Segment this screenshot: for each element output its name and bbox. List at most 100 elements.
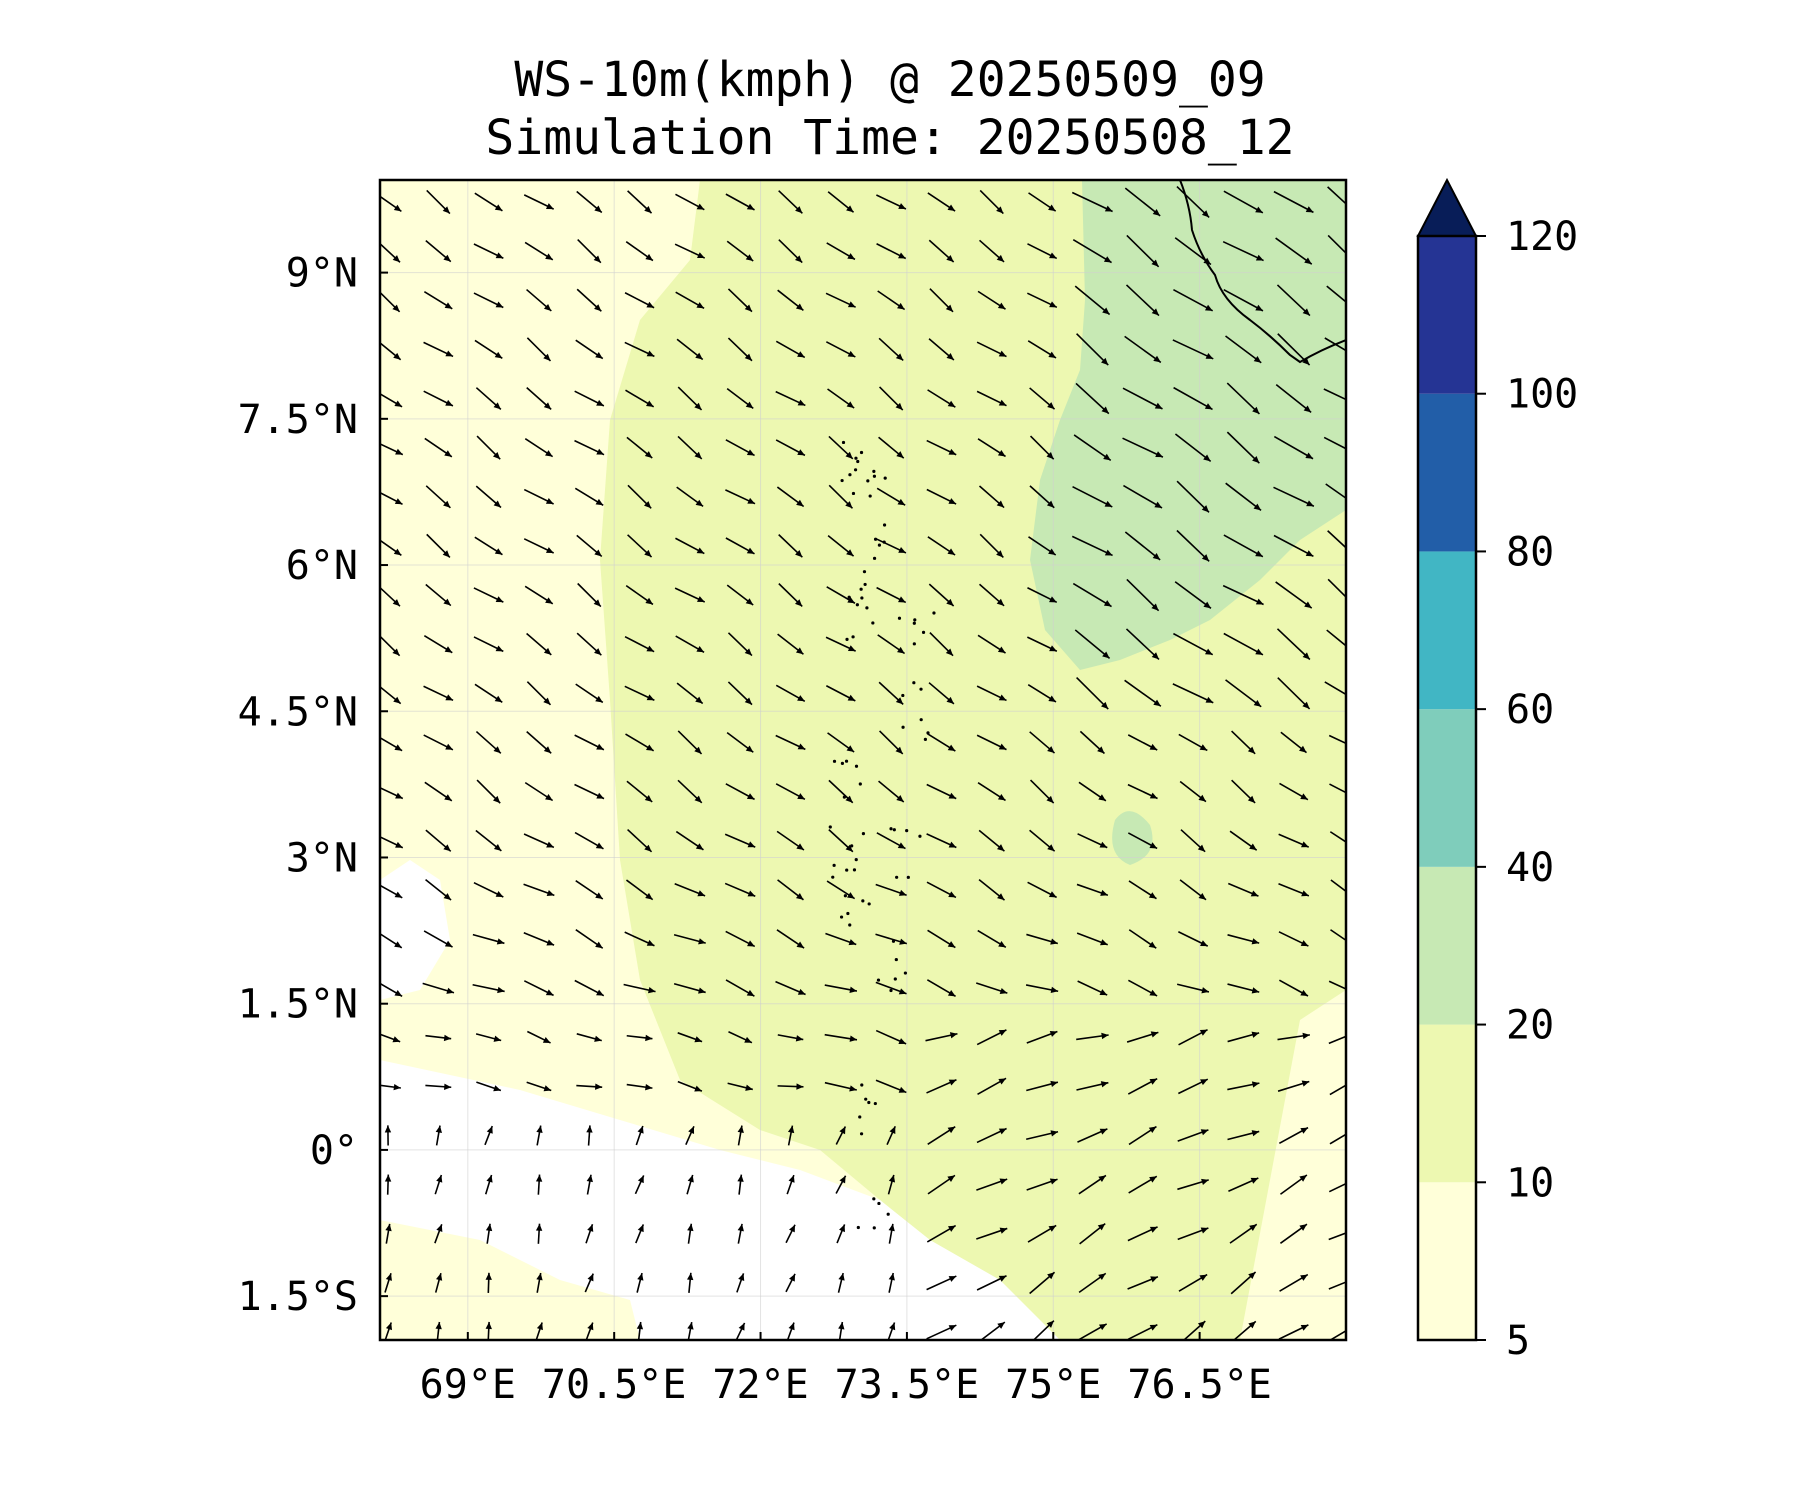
wind-vector	[777, 633, 804, 655]
wind-vector	[524, 241, 554, 261]
wind-vector	[1329, 1133, 1346, 1145]
wind-vector	[725, 783, 755, 801]
wind-vector	[1278, 833, 1310, 848]
wind-vector	[1174, 581, 1212, 609]
island-dot	[855, 603, 859, 607]
island-dot	[865, 606, 869, 610]
wind-vector	[523, 980, 554, 997]
low-wind-region-south	[380, 1060, 1060, 1340]
island-dot	[913, 618, 917, 622]
wind-vector	[634, 1175, 645, 1195]
wind-vector	[380, 982, 403, 997]
wind-vector	[472, 983, 505, 994]
island-dot	[846, 911, 850, 916]
wind-vector	[1273, 190, 1314, 214]
wind-vector	[626, 1034, 653, 1042]
wind-vector	[878, 780, 905, 803]
lon-label: 72°E	[712, 1362, 808, 1408]
wind-vector	[928, 682, 955, 705]
wind-vector	[977, 782, 1006, 802]
wind-vector	[1076, 932, 1108, 946]
wind-vector	[876, 487, 906, 506]
wind-vector	[425, 239, 452, 263]
wind-vector	[422, 982, 455, 994]
wind-vector	[1074, 285, 1111, 316]
wind-vector	[875, 933, 908, 945]
wind-vector	[727, 1082, 753, 1091]
wind-vector	[576, 1033, 602, 1042]
wind-vector	[1276, 628, 1311, 661]
island-dot	[919, 718, 923, 722]
wind-vector	[380, 1083, 401, 1091]
wind-vector	[636, 1321, 644, 1340]
wind-vector	[928, 239, 955, 263]
wind-vector	[625, 241, 654, 262]
island-dot	[863, 582, 867, 587]
wind-vector	[1278, 1126, 1309, 1145]
island-dot	[882, 523, 887, 527]
wind-vector	[1028, 192, 1057, 212]
wind-vector	[426, 189, 451, 215]
wind-vector	[1328, 1232, 1346, 1241]
island-dot	[873, 537, 878, 541]
wind-vector	[673, 982, 706, 994]
wind-vector	[1027, 881, 1057, 899]
wind-vector	[624, 635, 655, 653]
wind-vector	[475, 485, 502, 509]
wind-vector	[1124, 531, 1161, 561]
wind-vector	[978, 485, 1005, 509]
colorbar-label: 5	[1506, 1318, 1530, 1364]
island-dot	[889, 988, 893, 993]
island-dot	[893, 977, 897, 981]
wind-vector	[1227, 1081, 1260, 1091]
colorbar-segment	[1418, 236, 1476, 394]
wind-vector	[1173, 632, 1214, 656]
island-dot	[894, 957, 898, 962]
wind-vector	[380, 539, 402, 556]
lat-lon-grid	[380, 180, 1346, 1340]
wind-vector	[1222, 584, 1264, 606]
wind-vector	[380, 442, 404, 456]
island-dot	[845, 868, 849, 872]
wind-vector	[576, 288, 602, 312]
wind-vector	[636, 1272, 644, 1293]
colorbar-segment	[1418, 393, 1476, 552]
wind-vector	[1179, 879, 1207, 901]
wind-vector	[927, 1174, 956, 1195]
wind-vector	[475, 1033, 502, 1042]
wind-vector	[575, 339, 604, 360]
wind-vector	[726, 584, 754, 606]
wind-vector	[1328, 1281, 1346, 1290]
wind-vector	[677, 1080, 703, 1092]
wind-vector	[475, 730, 502, 754]
wind-vector	[1279, 1174, 1308, 1195]
wind-vector	[824, 984, 858, 993]
wind-vector	[585, 1223, 594, 1244]
wind-vector	[473, 587, 504, 603]
wind-vector	[825, 636, 856, 652]
wind-vector	[1223, 288, 1264, 312]
wind-vector	[576, 1083, 603, 1090]
wind-vector	[1277, 1080, 1310, 1092]
wind-vector	[1172, 339, 1214, 360]
island-dot	[906, 875, 910, 879]
wind-vector	[476, 435, 501, 460]
wind-vector	[626, 1083, 653, 1091]
wind-vector	[926, 1079, 957, 1094]
island-dot	[901, 693, 905, 698]
wind-vector	[1328, 1035, 1346, 1045]
wind-vector	[1029, 829, 1056, 852]
wind-vector	[1128, 1125, 1157, 1146]
wind-vector	[474, 192, 503, 212]
wind-vector	[677, 779, 703, 804]
wind-vector	[1323, 388, 1346, 401]
wind-vector	[574, 734, 605, 751]
wind-vector	[574, 390, 605, 407]
wind-vector	[675, 291, 705, 310]
wind-vector	[380, 195, 402, 213]
colorbar-label: 120	[1506, 214, 1578, 260]
wind-vector	[472, 933, 505, 945]
wind-vector	[827, 191, 855, 213]
colorbar-segment	[1418, 551, 1476, 710]
wind-vector	[1231, 730, 1256, 755]
